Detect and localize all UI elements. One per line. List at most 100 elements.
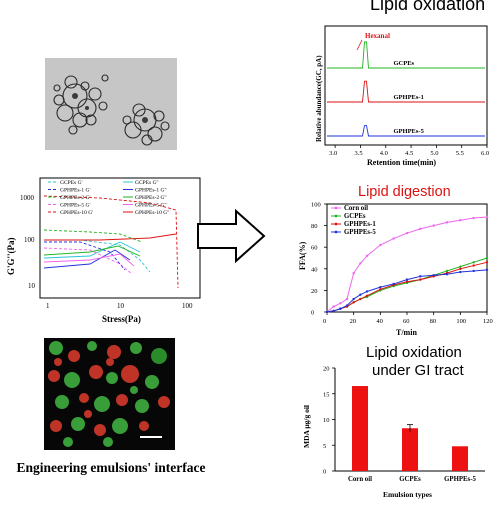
confocal-droplet: [87, 341, 97, 351]
rheology-curve: [43, 253, 135, 267]
digestion-ytick-label: 20: [311, 288, 318, 295]
rheology-curve: [43, 249, 131, 269]
rheology-xtick-100: 100: [182, 302, 193, 310]
confocal-droplet: [68, 350, 80, 362]
confocal-droplet: [64, 372, 80, 388]
rheology-legend-label: GPHPEs-2 G': [60, 195, 90, 201]
digestion-point: [419, 278, 422, 281]
confocal-droplet: [130, 386, 138, 394]
confocal-droplet: [50, 420, 62, 432]
confocal-droplet: [130, 342, 142, 354]
digestion-point: [359, 297, 362, 301]
rheology-curve: [44, 233, 177, 241]
digestion-point: [445, 221, 449, 224]
rheology-ytick-10: 10: [28, 282, 36, 290]
digestion-point: [445, 269, 449, 273]
gi-svg: 0 5 10 15 20 Corn oil GCPEs GPHPEs-5 Emulsion …: [302, 366, 485, 499]
rheology-curve: [43, 195, 179, 289]
gc-xtick-label: 5.0: [430, 150, 438, 157]
digestion-point: [359, 293, 362, 296]
digestion-point: [472, 261, 475, 264]
digestion-xtick-label: 120: [483, 318, 493, 325]
digestion-point: [339, 302, 342, 305]
confocal-droplet: [79, 393, 89, 403]
confocal-droplet: [94, 424, 106, 436]
confocal-droplet: [54, 358, 62, 366]
digestion-svg: 0 20 40 60 80 100 0 20 40 60 80 100 120 Corn oilGCPE…: [298, 202, 493, 338]
gc-trace: [327, 80, 485, 103]
confocal-micrograph: [44, 338, 175, 450]
confocal-droplet: [121, 365, 139, 383]
digestion-chart: 0 20 40 60 80 100 0 20 40 60 80 100 120 Corn oil GCPE…: [295, 196, 493, 338]
digestion-legend-label: GPHPEs-5: [344, 229, 376, 236]
digestion-legend-marker: [334, 214, 338, 218]
digestion-point: [352, 301, 355, 304]
confocal-droplet: [106, 372, 118, 384]
digestion-point: [459, 219, 462, 222]
confocal-droplet: [139, 421, 149, 431]
gc-trace-label: GPHPEs-5: [394, 128, 425, 135]
confocal-droplets: [44, 338, 175, 450]
digestion-xtick-label: 100: [456, 318, 466, 325]
gc-xtick-label: 4.5: [405, 150, 413, 157]
digestion-point: [485, 256, 489, 260]
gc-xtick-label: 3.5: [354, 150, 362, 157]
digestion-point: [445, 273, 449, 276]
digestion-ylabel: FFA(%): [298, 241, 307, 270]
gi-bar: [402, 428, 418, 471]
digestion-xtick-label: 20: [350, 318, 357, 325]
gi-ytick-label: 5: [323, 443, 326, 450]
gc-xlabel: Retention time(min): [367, 158, 436, 167]
gc-xtick-label: 4.0: [380, 150, 388, 157]
gc-ylabel: Relative abundance(GC, pA): [315, 55, 323, 142]
digestion-point: [485, 215, 489, 219]
confocal-droplet: [116, 394, 128, 406]
gi-ytick-label: 10: [323, 417, 330, 424]
digestion-ytick-label: 40: [311, 266, 318, 273]
gi-title-line2: under GI tract: [372, 362, 464, 379]
digestion-xtick-label: 0: [323, 318, 326, 325]
digestion-legend-marker: [334, 230, 338, 234]
gi-category-label: Corn oil: [348, 476, 372, 483]
digestion-point: [345, 304, 349, 307]
confocal-droplet: [71, 417, 85, 431]
digestion-point: [472, 269, 475, 273]
digestion-point: [459, 265, 462, 268]
digestion-title: Lipid digestion: [358, 184, 451, 200]
digestion-point: [332, 309, 335, 313]
gc-trace: [327, 41, 485, 69]
gc-xtick-label: 6.0: [481, 150, 489, 157]
digestion-point: [365, 294, 369, 297]
digestion-point: [392, 282, 395, 286]
rheology-legend-label: GPHPEs-1 G': [60, 188, 90, 194]
digestion-point: [325, 310, 329, 314]
rheology-xlabel: Stress(Pa): [102, 314, 141, 324]
rheology-ytick-100: 100: [24, 236, 35, 244]
digestion-series-line: [326, 269, 488, 313]
gc-trace: [327, 125, 485, 137]
digestion-point: [419, 227, 422, 231]
rheology-legend-label: GPHPEs-2 G'': [135, 195, 166, 201]
confocal-droplet: [89, 365, 103, 379]
gc-trace-label: GCPEs: [394, 60, 415, 67]
rheology-legend-label: GCPEs G'': [135, 180, 159, 186]
digestion-ytick-label: 0: [311, 310, 314, 317]
gc-chart: GCPEs GPHPEs-1 GPHPEs-5 3.0 3.5 4.0 4.5 5.0 5.5…: [295, 20, 493, 170]
emulsion-droplet-micrograph: [45, 58, 177, 150]
digestion-point: [359, 262, 362, 265]
digestion-xtick-label: 80: [430, 318, 437, 325]
gi-title-line1: Lipid oxidation: [366, 344, 462, 361]
gi-bar: [452, 446, 468, 471]
digestion-point: [485, 268, 489, 272]
confocal-droplet: [145, 375, 159, 389]
confocal-droplet: [151, 348, 167, 364]
digestion-point: [365, 290, 369, 293]
gc-peak-label: Hexanal: [365, 32, 390, 40]
digestion-point: [379, 285, 382, 289]
rheology-xtick-10: 10: [117, 302, 125, 310]
confocal-droplet: [63, 437, 73, 447]
confocal-droplet: [55, 395, 69, 409]
digestion-point: [405, 280, 409, 283]
digestion-point: [459, 270, 462, 274]
gc-svg: GCPEs GPHPEs-1 GPHPEs-5 3.0 3.5 4.0 4.5 5.0 5.5…: [315, 25, 489, 167]
